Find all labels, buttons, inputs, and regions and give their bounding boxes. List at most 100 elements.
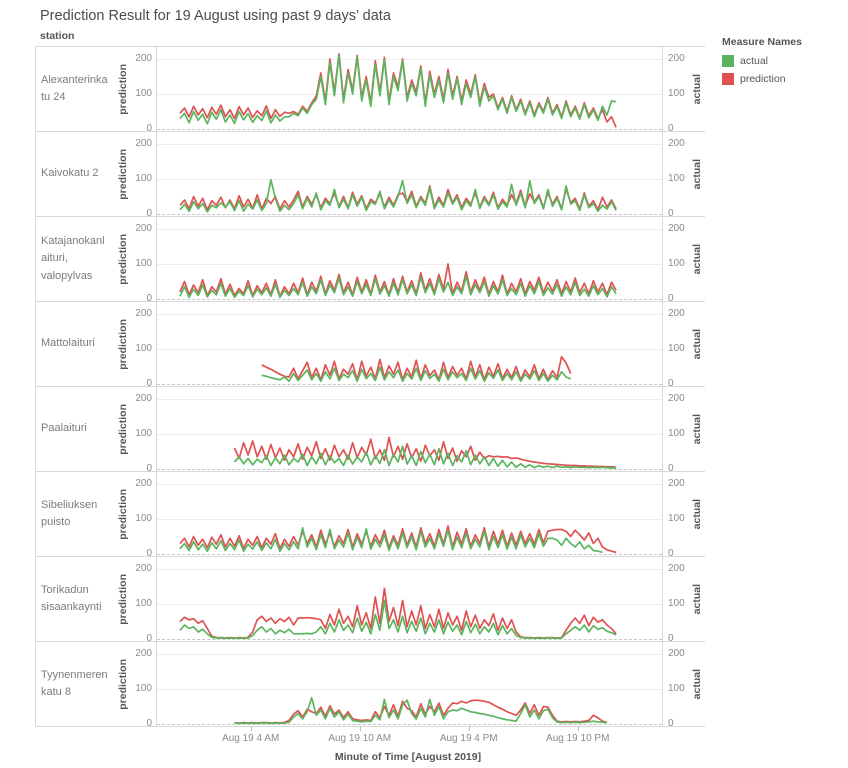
left-axis-title-cell: prediction xyxy=(112,132,134,216)
right-axis-ticks: 200 100 0 xyxy=(663,217,689,304)
right-axis-title: actual xyxy=(691,158,703,190)
right-axis-title-cell: actual xyxy=(689,132,705,216)
actual-line xyxy=(179,178,617,213)
gridline-100 xyxy=(157,349,662,350)
y-tick-label: 100 xyxy=(135,513,152,524)
y-tick-label: 0 xyxy=(668,208,674,219)
y-tick-label: 200 xyxy=(668,478,685,489)
station-label: Katajanokanlaituri, valopylvas xyxy=(41,235,105,282)
prediction-line xyxy=(234,699,608,724)
chart-title: Prediction Result for 19 August using pa… xyxy=(40,8,391,24)
legend-item-actual[interactable]: actual xyxy=(722,55,842,67)
station-label: Tyynenmerenkatu 8 xyxy=(41,668,108,698)
y-tick-label: 200 xyxy=(135,53,152,64)
left-axis-title: prediction xyxy=(117,403,129,455)
actual-line xyxy=(234,696,608,725)
right-axis-ticks: 200 100 0 xyxy=(663,132,689,219)
prediction-color-swatch xyxy=(722,73,734,85)
y-tick-label: 100 xyxy=(668,343,685,354)
right-axis-title: actual xyxy=(691,73,703,105)
legend-title: Measure Names xyxy=(722,36,802,48)
right-axis-title: actual xyxy=(691,328,703,360)
plot-area[interactable] xyxy=(156,642,663,726)
left-axis-ticks: 200 100 0 xyxy=(134,642,156,729)
actual-line xyxy=(233,445,617,469)
actual-color-swatch xyxy=(722,55,734,67)
station-label: Sibeliuksen puisto xyxy=(41,498,98,528)
series-lines xyxy=(261,355,572,383)
plot-area[interactable] xyxy=(156,217,663,301)
gridline-200 xyxy=(157,569,662,570)
right-axis-title-cell: actual xyxy=(689,217,705,301)
x-tick-label: Aug 19 10 AM xyxy=(328,733,392,744)
right-axis-ticks: 200 100 0 xyxy=(663,472,689,559)
series-lines xyxy=(233,436,617,469)
y-tick-label: 200 xyxy=(668,393,685,404)
series-lines xyxy=(179,525,617,554)
x-tick-mark xyxy=(250,726,252,731)
right-axis-title: actual xyxy=(691,498,703,530)
left-axis-title: prediction xyxy=(117,148,129,200)
right-axis-title-cell: actual xyxy=(689,302,705,386)
station-panel: Sibeliuksen puisto prediction 200 100 0 … xyxy=(36,472,705,559)
station-label: Mattolaituri xyxy=(41,337,95,350)
right-axis-title-cell: actual xyxy=(689,387,705,471)
plot-area[interactable] xyxy=(156,47,663,131)
legend-item-label: actual xyxy=(740,55,769,67)
gridline-100 xyxy=(157,179,662,180)
right-axis-title: actual xyxy=(691,668,703,700)
right-axis-ticks: 200 100 0 xyxy=(663,302,689,389)
left-axis-title: prediction xyxy=(117,658,129,710)
right-axis-ticks: 200 100 0 xyxy=(663,387,689,474)
left-axis-ticks: 200 100 0 xyxy=(134,132,156,219)
station-panel: Tyynenmerenkatu 8 prediction 200 100 0 2… xyxy=(36,642,705,729)
series-lines xyxy=(179,178,617,213)
panel-rows: Alexanterinkatu 24 prediction 200 100 0 … xyxy=(35,46,705,729)
actual-line xyxy=(179,526,603,554)
y-tick-label: 0 xyxy=(668,633,674,644)
right-axis-title: actual xyxy=(691,243,703,275)
y-tick-label: 0 xyxy=(668,548,674,559)
gridline-200 xyxy=(157,144,662,145)
y-tick-label: 0 xyxy=(146,293,152,304)
x-tick-label: Aug 19 10 PM xyxy=(546,733,610,744)
left-axis-ticks: 200 100 0 xyxy=(134,47,156,134)
prediction-line xyxy=(261,355,572,381)
y-tick-label: 100 xyxy=(668,683,685,694)
plot-area[interactable] xyxy=(156,557,663,641)
zero-line xyxy=(157,469,662,470)
left-axis-title: prediction xyxy=(117,573,129,625)
right-axis-title-cell: actual xyxy=(689,47,705,131)
zero-line xyxy=(157,299,662,300)
x-axis-title: Minute of Time [August 2019] xyxy=(334,751,482,763)
plot-area[interactable] xyxy=(156,302,663,386)
right-axis-ticks: 200 100 0 xyxy=(663,642,689,729)
left-axis-ticks: 200 100 0 xyxy=(134,387,156,474)
zero-line xyxy=(157,639,662,640)
plot-area[interactable] xyxy=(156,472,663,556)
y-tick-label: 0 xyxy=(146,718,152,729)
left-axis-title: prediction xyxy=(117,233,129,285)
prediction-line xyxy=(233,436,617,469)
y-tick-label: 100 xyxy=(668,173,685,184)
gridline-100 xyxy=(157,264,662,265)
gridline-100 xyxy=(157,434,662,435)
y-tick-label: 0 xyxy=(668,293,674,304)
x-tick-mark xyxy=(577,726,579,731)
plot-area[interactable] xyxy=(156,387,663,471)
series-lines xyxy=(179,587,617,640)
station-panel: Alexanterinkatu 24 prediction 200 100 0 … xyxy=(36,47,705,134)
station-panel: Kaivokatu 2 prediction 200 100 0 200 100… xyxy=(36,132,705,219)
x-tick-mark xyxy=(468,726,470,731)
y-tick-label: 0 xyxy=(146,378,152,389)
plot-area[interactable] xyxy=(156,132,663,216)
y-tick-label: 100 xyxy=(135,258,152,269)
y-tick-label: 100 xyxy=(668,598,685,609)
y-tick-label: 200 xyxy=(668,223,685,234)
actual-line xyxy=(179,599,617,640)
y-tick-label: 200 xyxy=(135,223,152,234)
right-axis-title-cell: actual xyxy=(689,557,705,641)
y-tick-label: 0 xyxy=(668,463,674,474)
legend-item-prediction[interactable]: prediction xyxy=(722,73,842,85)
